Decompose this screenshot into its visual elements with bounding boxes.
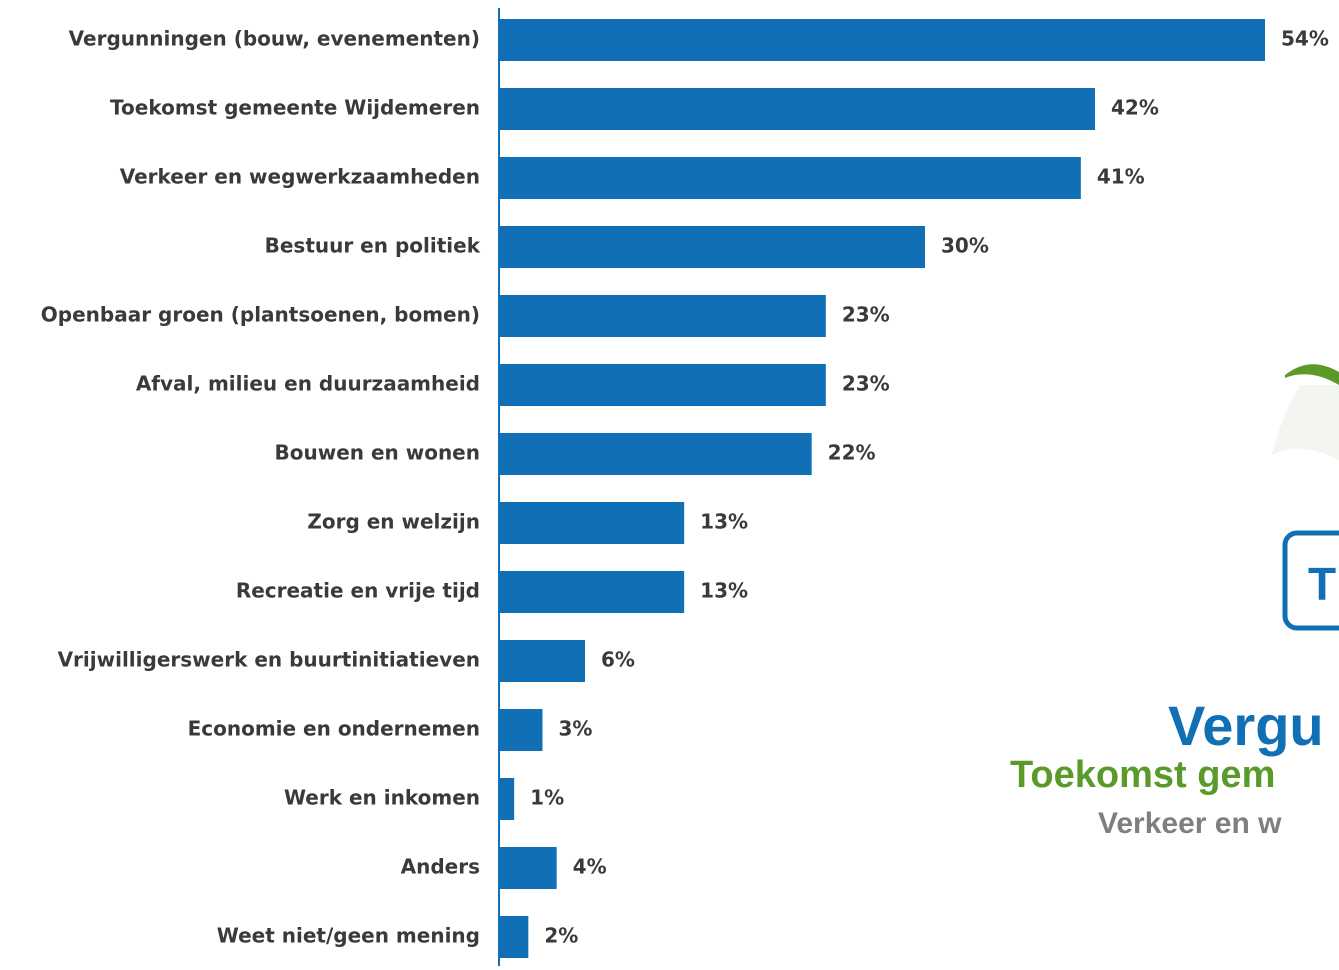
bar: [500, 88, 1095, 130]
bar: [500, 847, 557, 889]
bar: [500, 226, 925, 268]
category-label: Recreatie en vrije tijd: [236, 579, 480, 603]
category-label: Verkeer en wegwerkzaamheden: [120, 165, 480, 189]
annotation: Vergu: [1168, 694, 1324, 757]
value-label: 6%: [601, 648, 635, 672]
category-label: Vrijwilligerswerk en buurtinitiatieven: [58, 648, 480, 672]
bar: [500, 19, 1265, 61]
category-label: Zorg en welzijn: [307, 510, 480, 534]
value-label: 23%: [842, 303, 890, 327]
value-label: 13%: [700, 579, 748, 603]
value-label: 3%: [559, 717, 593, 741]
value-label: 4%: [573, 855, 607, 879]
annotation: Verkeer en w: [1098, 807, 1282, 840]
category-label: Werk en inkomen: [284, 786, 480, 810]
category-label: Bouwen en wonen: [275, 441, 481, 465]
value-label: 23%: [842, 372, 890, 396]
annotation: Toekomst gem: [1010, 754, 1275, 796]
bar: [500, 709, 543, 751]
bar: [500, 502, 685, 544]
value-label: 22%: [828, 441, 876, 465]
bar: [500, 778, 515, 820]
annotation: T: [1308, 558, 1336, 610]
category-label: Vergunningen (bouw, evenementen): [69, 27, 480, 51]
value-label: 30%: [941, 234, 989, 258]
value-label: 1%: [530, 786, 564, 810]
category-label: Economie en ondernemen: [188, 717, 480, 741]
bar: [500, 916, 529, 958]
value-label: 13%: [700, 510, 748, 534]
bar: [500, 433, 812, 475]
category-label: Weet niet/geen mening: [217, 924, 480, 948]
bar: [500, 157, 1081, 199]
decor-shape: [1272, 385, 1339, 460]
value-label: 2%: [544, 924, 578, 948]
decor-box: [1282, 530, 1339, 631]
decor-swoosh: [1285, 364, 1339, 385]
category-label: Toekomst gemeente Wijdemeren: [110, 96, 480, 120]
bar: [500, 640, 585, 682]
bar: [500, 571, 685, 613]
category-label: Openbaar groen (plantsoenen, bomen): [41, 303, 480, 327]
bar: [500, 295, 826, 337]
bar: [500, 364, 826, 406]
value-label: 42%: [1111, 96, 1159, 120]
category-label: Anders: [401, 855, 480, 879]
category-label: Afval, milieu en duurzaamheid: [136, 372, 480, 396]
value-label: 54%: [1281, 27, 1329, 51]
value-label: 41%: [1097, 165, 1145, 189]
category-label: Bestuur en politiek: [265, 234, 481, 258]
